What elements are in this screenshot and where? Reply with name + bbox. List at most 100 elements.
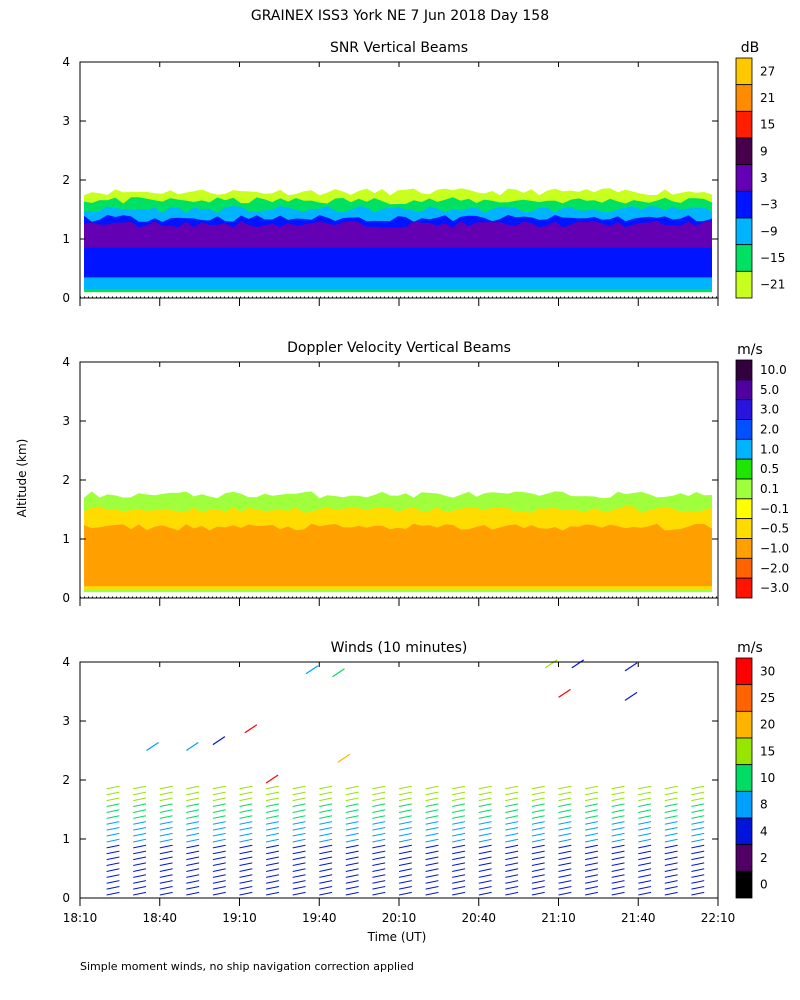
- wind-barb: [133, 886, 147, 890]
- wind-barb: [478, 880, 492, 884]
- wind-barb: [292, 815, 306, 819]
- wind-barb: [212, 785, 226, 790]
- colorbar-label: −1.0: [760, 541, 789, 555]
- wind-barb: [372, 827, 386, 831]
- wind-barb: [292, 827, 306, 831]
- x-tick-label: 20:10: [382, 911, 417, 925]
- wind-barb: [664, 815, 678, 819]
- wind-barb: [292, 868, 306, 872]
- wind-barb: [159, 856, 173, 861]
- wind-barb: [585, 785, 598, 790]
- wind-barb: [478, 832, 492, 837]
- wind-barb: [372, 844, 386, 849]
- wind-barb: [398, 874, 412, 878]
- wind-barb: [292, 880, 306, 884]
- colorbar-label: −15: [760, 251, 785, 265]
- wind-barb: [319, 891, 333, 896]
- wind-barb: [372, 868, 386, 872]
- wind-barb: [611, 815, 625, 819]
- wind-barb: [265, 774, 279, 784]
- wind-barb: [133, 868, 147, 872]
- wind-barb: [544, 659, 558, 669]
- wind-barb: [345, 803, 359, 807]
- wind-barb: [558, 785, 572, 790]
- wind-barb: [292, 850, 306, 855]
- wind-barb: [611, 868, 625, 872]
- wind-barb: [133, 891, 147, 896]
- wind-barb: [159, 862, 173, 866]
- wind-barb: [319, 862, 333, 866]
- wind-barb: [664, 785, 678, 790]
- wind-barb: [319, 821, 333, 825]
- wind-barb: [531, 862, 545, 866]
- wind-barb: [638, 886, 652, 890]
- wind-barb: [186, 886, 200, 890]
- wind-barb: [345, 891, 359, 896]
- wind-barb: [611, 827, 625, 831]
- wind-barb: [531, 850, 545, 855]
- wind-barb: [106, 821, 120, 825]
- wind-barb: [212, 868, 226, 872]
- colorbar-label: 9: [760, 144, 768, 158]
- y-tick-label: 1: [62, 232, 70, 246]
- x-tick-label: 21:40: [621, 911, 656, 925]
- wind-barb: [505, 803, 519, 807]
- wind-barb: [212, 886, 226, 890]
- wind-barb: [638, 891, 652, 896]
- colorbar-swatch: [735, 217, 753, 246]
- wind-barb: [266, 886, 279, 890]
- wind-barb: [159, 803, 173, 807]
- wind-barb: [244, 724, 258, 734]
- colorbar-swatch: [735, 790, 753, 819]
- wind-barb: [505, 815, 519, 819]
- wind-barb: [531, 809, 545, 813]
- colorbar-label: 10.0: [760, 363, 787, 377]
- doppler-panel: Doppler Velocity Vertical Beams 0 1 2 3 4 10.0…: [62, 340, 789, 606]
- wind-barb: [398, 832, 412, 837]
- wind-barb: [239, 797, 253, 802]
- colorbar-swatch: [735, 710, 753, 739]
- wind-barb: [478, 844, 492, 849]
- wind-barb: [186, 850, 200, 855]
- wind-barb: [212, 815, 226, 819]
- wind-barb: [611, 850, 625, 855]
- wind-barb: [691, 838, 705, 843]
- wind-barb: [611, 803, 625, 807]
- wind-barb: [478, 862, 492, 866]
- wind-barb: [345, 874, 359, 878]
- wind-barb: [425, 797, 439, 802]
- wind-barb: [159, 785, 173, 790]
- wind-barb: [319, 785, 333, 790]
- wind-barb: [265, 850, 280, 855]
- wind-barb: [239, 868, 253, 872]
- wind-barb: [638, 809, 652, 813]
- wind-barb: [345, 809, 359, 813]
- wind-barb: [531, 868, 545, 872]
- wind-barb: [345, 886, 359, 890]
- wind-barb: [133, 785, 147, 790]
- wind-barb: [558, 827, 572, 831]
- wind-barb: [398, 809, 412, 813]
- wind-barb: [239, 891, 253, 896]
- wind-barb: [106, 874, 120, 878]
- wind-barb: [345, 791, 359, 796]
- wind-barb: [691, 832, 705, 837]
- wind-barb: [159, 880, 173, 884]
- wind-barb: [398, 797, 412, 802]
- wind-barb: [611, 797, 625, 802]
- wind-barb: [664, 868, 678, 872]
- wind-barb: [212, 874, 226, 878]
- wind-barb: [372, 821, 386, 825]
- wind-barb: [319, 838, 333, 843]
- wind-barb: [372, 832, 386, 837]
- colorbar-swatch: [735, 577, 753, 599]
- wind-barb: [159, 886, 173, 890]
- wind-barb: [186, 785, 200, 790]
- colorbar-label: 20: [760, 718, 775, 732]
- colorbar-label: 3.0: [760, 403, 779, 417]
- wind-barb: [212, 844, 226, 849]
- wind-barb: [425, 874, 439, 878]
- wind-barb: [558, 791, 572, 796]
- x-tick-label: 18:40: [142, 911, 177, 925]
